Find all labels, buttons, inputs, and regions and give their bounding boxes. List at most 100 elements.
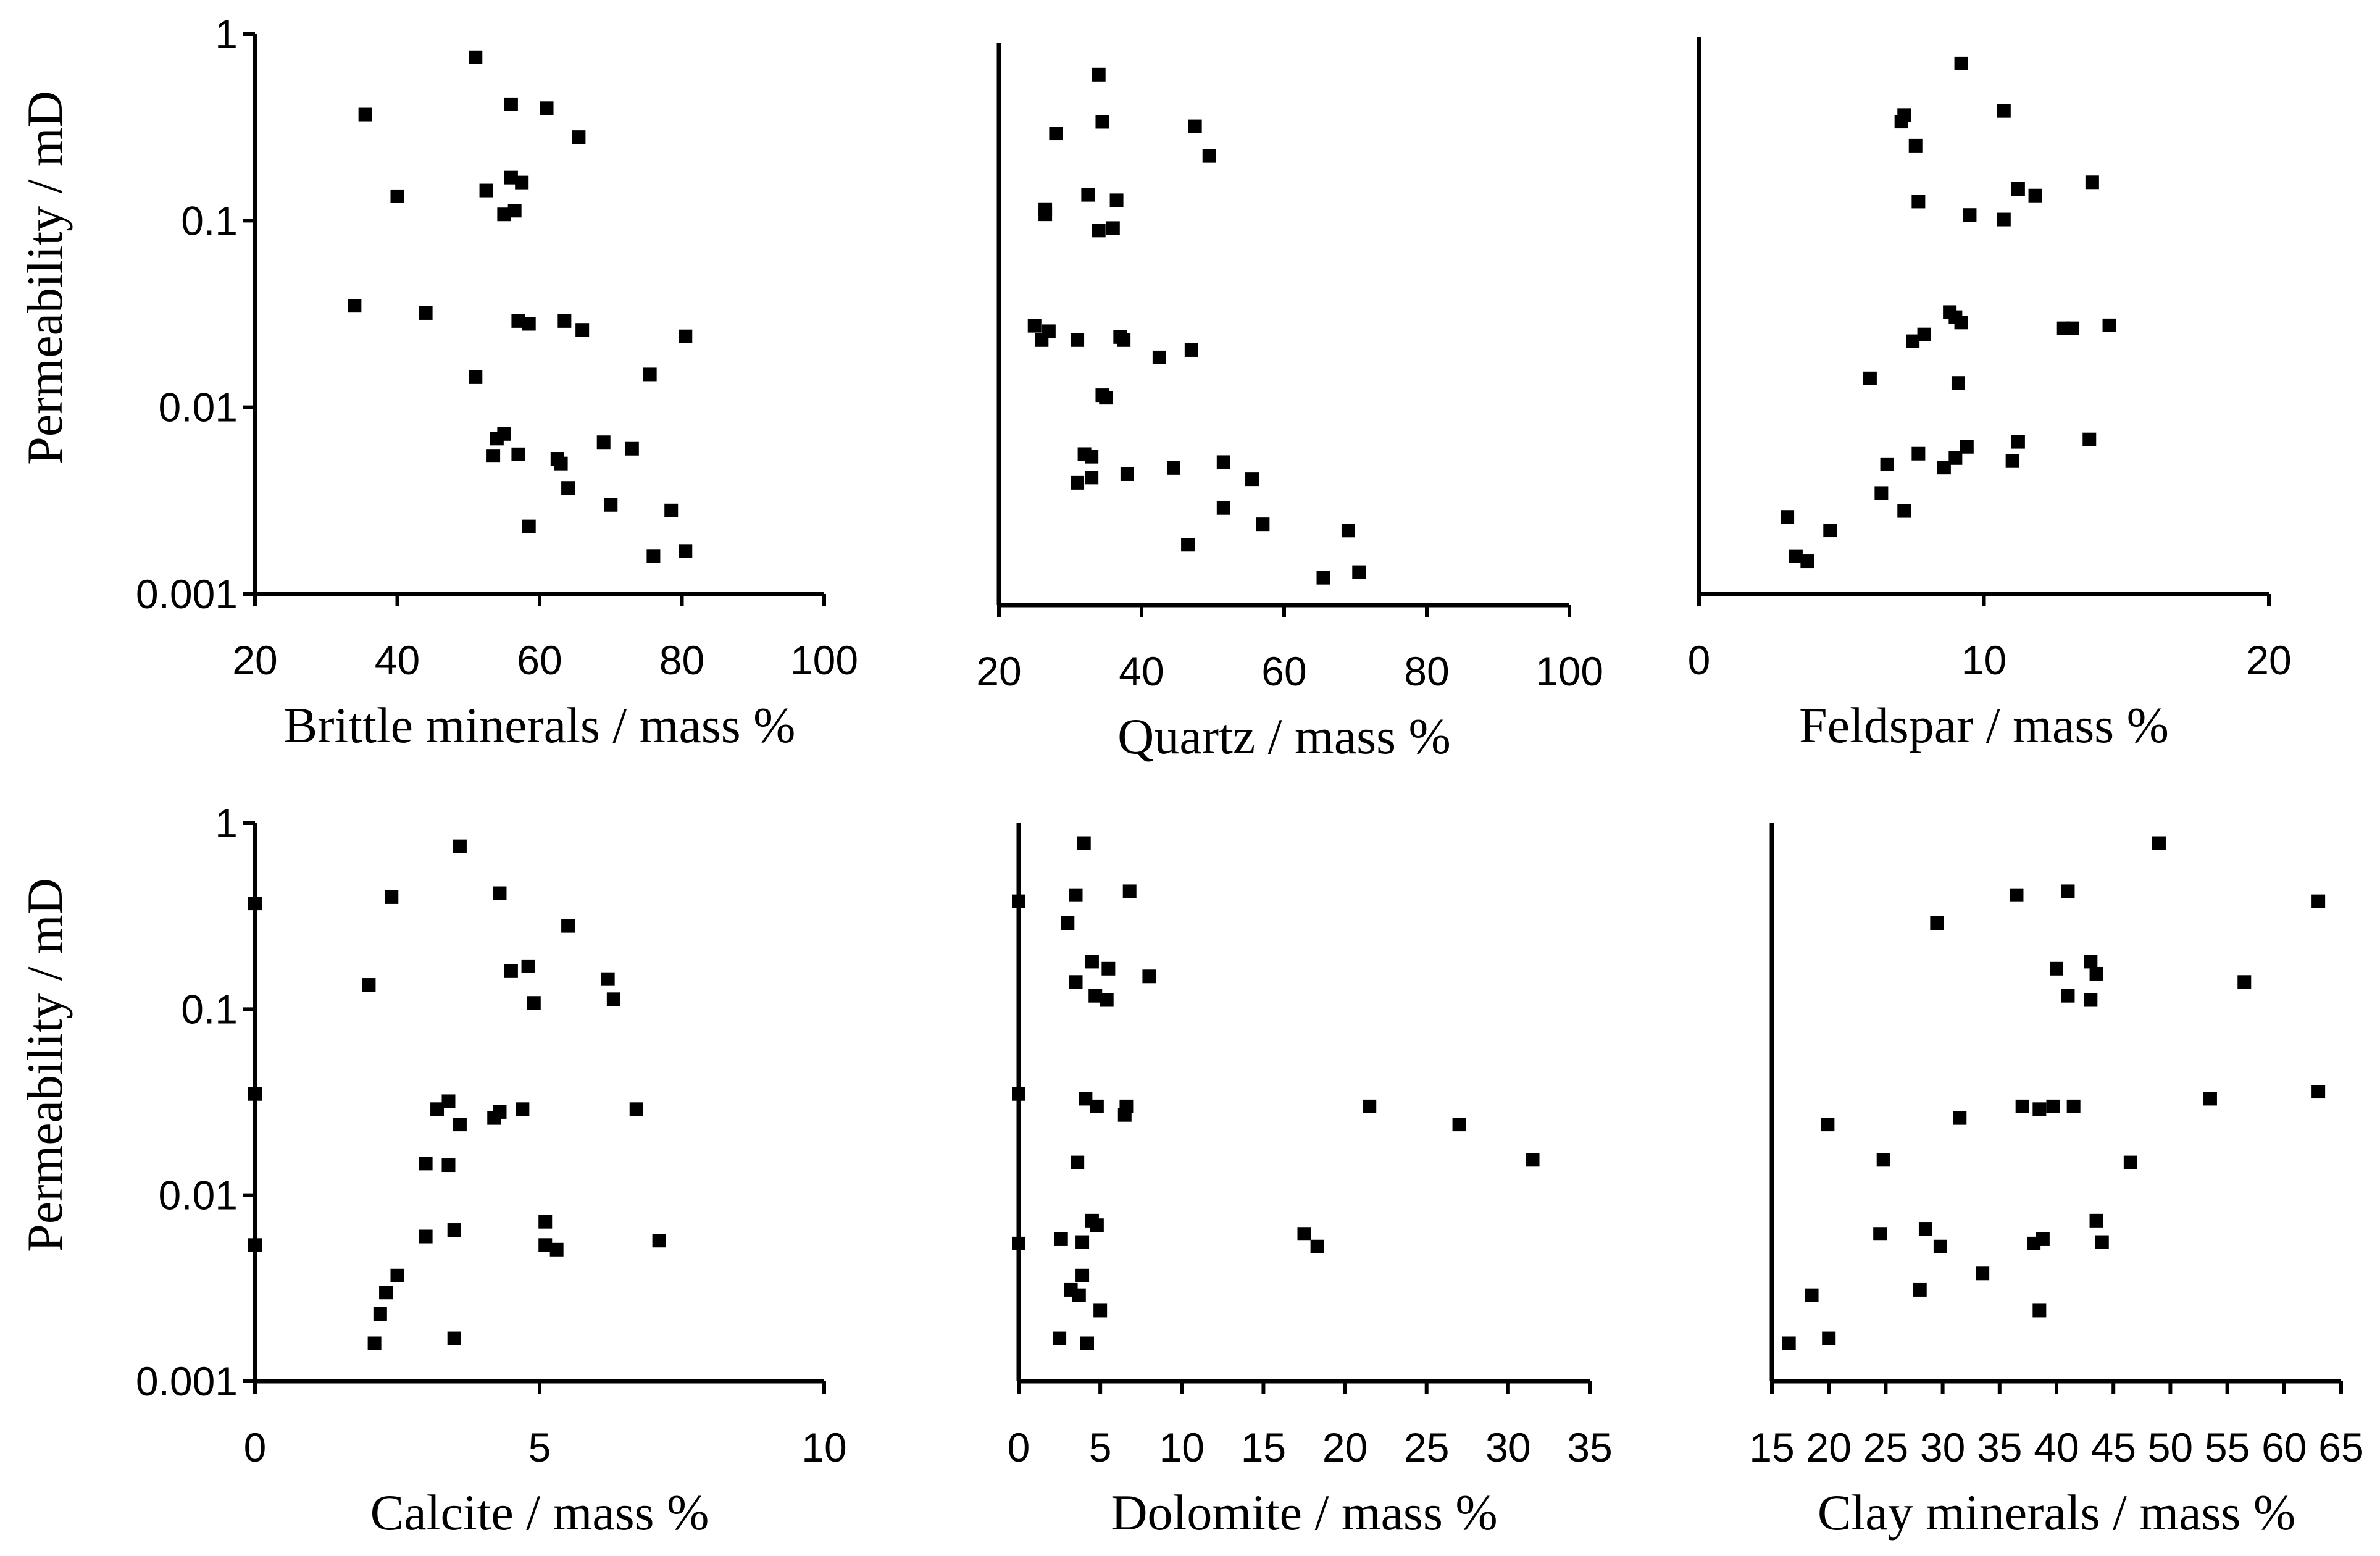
data-point xyxy=(1069,888,1083,902)
x-tick-label: 20 xyxy=(2246,637,2291,683)
x-tick-label: 65 xyxy=(2318,1424,2363,1470)
data-point xyxy=(1216,501,1230,515)
y-tick-label: 0.001 xyxy=(136,1358,238,1404)
x-tick-label: 80 xyxy=(659,637,704,683)
data-point xyxy=(1090,1218,1104,1232)
data-point xyxy=(469,50,483,64)
x-tick-label: 35 xyxy=(1977,1424,2022,1470)
data-point xyxy=(1012,894,1025,908)
data-point xyxy=(479,183,493,198)
data-point xyxy=(2015,1099,2029,1113)
data-point xyxy=(358,107,372,122)
data-point xyxy=(248,897,262,911)
data-point xyxy=(1526,1153,1540,1167)
data-point xyxy=(507,204,522,218)
data-point xyxy=(511,314,525,328)
x-tick-label: 20 xyxy=(976,648,1021,694)
data-point xyxy=(1918,1222,1932,1236)
chart-panel-3: 0 10 20 Feldspar / mass % xyxy=(1688,37,2292,753)
data-point xyxy=(1071,333,1085,347)
data-point xyxy=(1823,524,1837,538)
data-point xyxy=(2084,993,2098,1007)
x-tick-label: 60 xyxy=(517,637,562,683)
x-tick-label: 0 xyxy=(1008,1424,1030,1470)
data-point xyxy=(1352,565,1366,579)
data-point xyxy=(367,1336,382,1350)
data-point xyxy=(1106,221,1120,235)
data-point xyxy=(2011,182,2025,196)
data-point xyxy=(2011,435,2025,449)
data-point xyxy=(2311,1085,2326,1099)
x-tick-label: 80 xyxy=(1404,648,1449,694)
data-point xyxy=(1071,1155,1085,1169)
y-axis-label-top: Permeability / mD xyxy=(17,91,73,465)
data-point xyxy=(1027,319,1042,333)
data-point xyxy=(679,329,693,343)
data-point xyxy=(1152,350,1166,364)
x-tick-label: 10 xyxy=(1159,1424,1205,1470)
x-tick-label: 45 xyxy=(2090,1424,2136,1470)
data-point xyxy=(1109,193,1124,207)
data-point xyxy=(1897,504,1911,518)
data-point xyxy=(1054,1232,1068,1246)
data-point xyxy=(486,449,501,463)
data-point xyxy=(1038,207,1053,222)
data-point xyxy=(1954,316,1968,330)
data-point xyxy=(1963,208,1977,222)
data-point xyxy=(1297,1227,1311,1241)
data-point xyxy=(1822,1331,1836,1345)
x-tick-label: 20 xyxy=(1322,1424,1367,1470)
data-point xyxy=(511,447,525,461)
data-point xyxy=(1012,1087,1025,1101)
data-point xyxy=(348,299,362,313)
data-point xyxy=(248,1238,262,1252)
x-tick-label: 60 xyxy=(2261,1424,2307,1470)
data-point xyxy=(447,1331,461,1345)
x-tick-label: 55 xyxy=(2205,1424,2250,1470)
data-point xyxy=(538,1238,553,1252)
data-point xyxy=(1120,467,1134,481)
x-tick-label: 40 xyxy=(1119,648,1164,694)
data-point xyxy=(2152,836,2166,850)
x-tick-label: 25 xyxy=(1863,1424,1908,1470)
chart-panel-1: 1 0.1 0.01 0.001 20 40 60 80 100 Brittle minerals… xyxy=(136,11,858,753)
data-point xyxy=(379,1286,393,1300)
data-point xyxy=(1085,471,1099,485)
x-tick-label: 30 xyxy=(1920,1424,1965,1470)
data-point xyxy=(2046,1099,2060,1113)
data-point xyxy=(606,992,620,1006)
x-axis-title: Feldspar / mass % xyxy=(1799,697,2169,753)
data-point xyxy=(1874,486,1889,500)
data-point xyxy=(2028,188,2042,203)
data-point xyxy=(652,1234,666,1248)
x-tick-label: 50 xyxy=(2148,1424,2193,1470)
data-point xyxy=(596,435,611,450)
x-tick-label: 20 xyxy=(232,637,277,683)
data-point xyxy=(453,1118,467,1132)
y-tick-label: 0.001 xyxy=(136,571,238,617)
data-point xyxy=(1099,391,1113,405)
data-point xyxy=(493,886,507,900)
x-tick-label: 0 xyxy=(1688,637,1711,683)
data-point xyxy=(1821,1118,1835,1132)
x-tick-label: 15 xyxy=(1241,1424,1286,1470)
data-point xyxy=(248,1087,262,1101)
data-point xyxy=(1310,1239,1324,1253)
x-tick-label: 25 xyxy=(1404,1424,1449,1470)
data-point xyxy=(2066,1099,2081,1113)
x-axis-title: Quartz / mass % xyxy=(1117,708,1451,764)
data-point xyxy=(2102,318,2116,332)
data-point xyxy=(601,972,615,986)
data-point xyxy=(1085,450,1099,464)
data-point xyxy=(1245,472,1259,487)
data-point xyxy=(1906,334,1920,348)
data-point xyxy=(1202,149,1216,163)
data-point xyxy=(1035,333,1049,347)
data-point xyxy=(1800,554,1814,569)
y-tick-label: 1 xyxy=(215,11,238,57)
data-point xyxy=(1081,188,1095,202)
data-point xyxy=(521,959,535,973)
data-point xyxy=(625,441,639,456)
data-point xyxy=(1093,1303,1108,1318)
